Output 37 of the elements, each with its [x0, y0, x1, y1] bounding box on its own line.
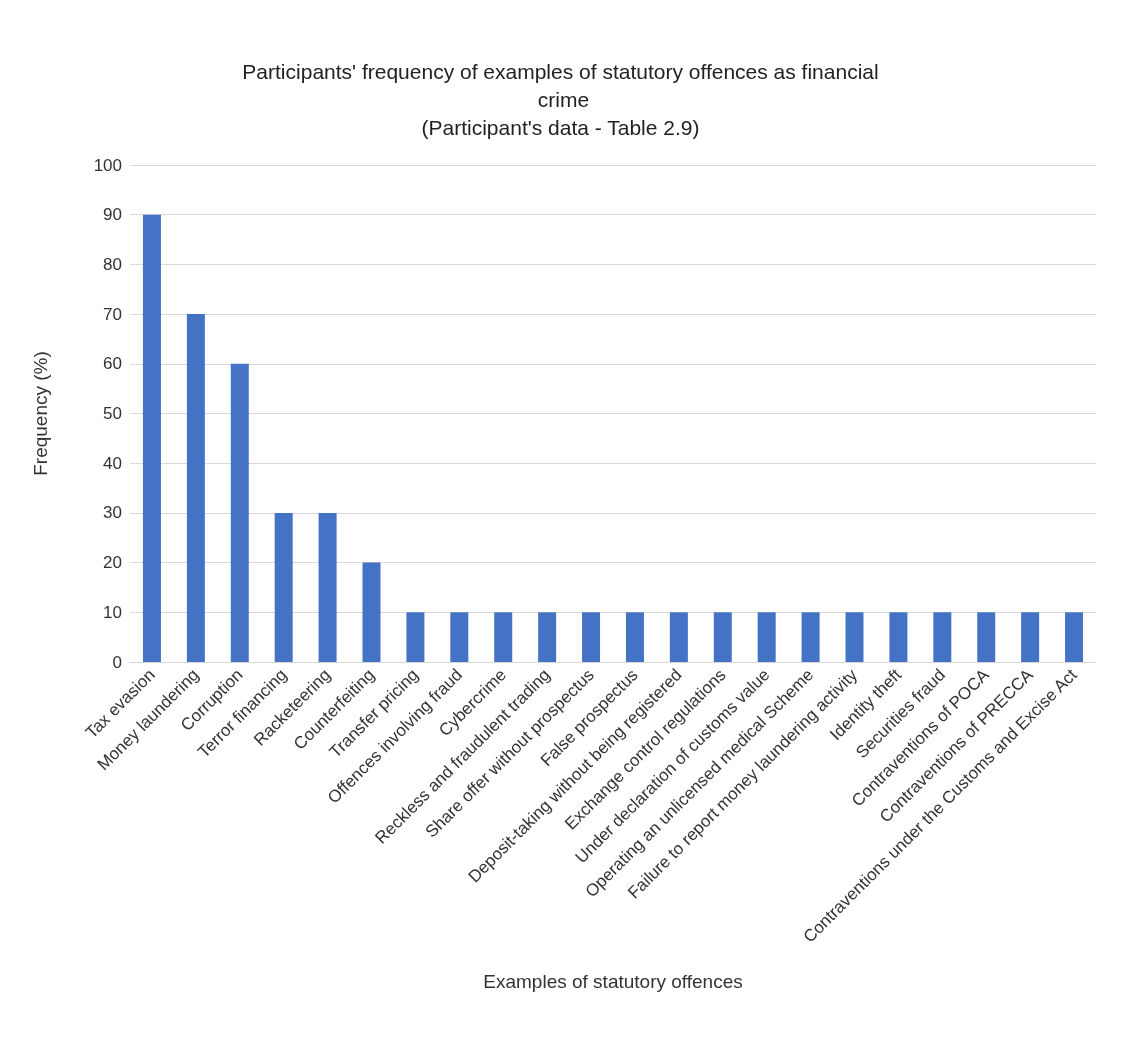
y-tick-label: 70 [103, 304, 122, 324]
y-tick-label: 20 [103, 553, 122, 573]
bar [757, 612, 776, 662]
bar [977, 612, 996, 662]
bar [494, 612, 513, 662]
y-tick-label: 100 [93, 155, 122, 175]
bar [230, 363, 249, 662]
bar [801, 612, 820, 662]
bar [713, 612, 732, 662]
x-axis-title: Examples of statutory offences [483, 971, 743, 992]
y-tick-label: 80 [103, 254, 122, 274]
y-tick-label: 30 [103, 503, 122, 523]
bar [582, 612, 601, 662]
bar [406, 612, 425, 662]
bar [1021, 612, 1040, 662]
y-tick-label: 50 [103, 404, 122, 423]
y-tick-label: 0 [112, 652, 122, 672]
y-tick-label: 60 [103, 354, 122, 374]
chart-subtitle: (Participant's data - Table 2.9) [421, 116, 700, 139]
bar [362, 562, 381, 662]
chart-title: Participants' frequency of examples of statutory offences as financial crime [242, 59, 879, 111]
bar [933, 612, 952, 662]
bar [625, 612, 644, 662]
bar [142, 214, 161, 662]
y-tick-label: 90 [103, 205, 122, 225]
bar [889, 612, 908, 662]
bar [1065, 612, 1084, 662]
y-tick-label: 40 [103, 453, 122, 473]
y-axis-title: Frequency (%) [30, 351, 51, 476]
bar [318, 512, 337, 662]
bar [538, 612, 557, 662]
bar [669, 612, 688, 662]
y-tick-label: 10 [103, 602, 122, 622]
bar [845, 612, 864, 662]
bar [274, 512, 293, 662]
bar [450, 612, 469, 662]
bar [186, 314, 205, 662]
